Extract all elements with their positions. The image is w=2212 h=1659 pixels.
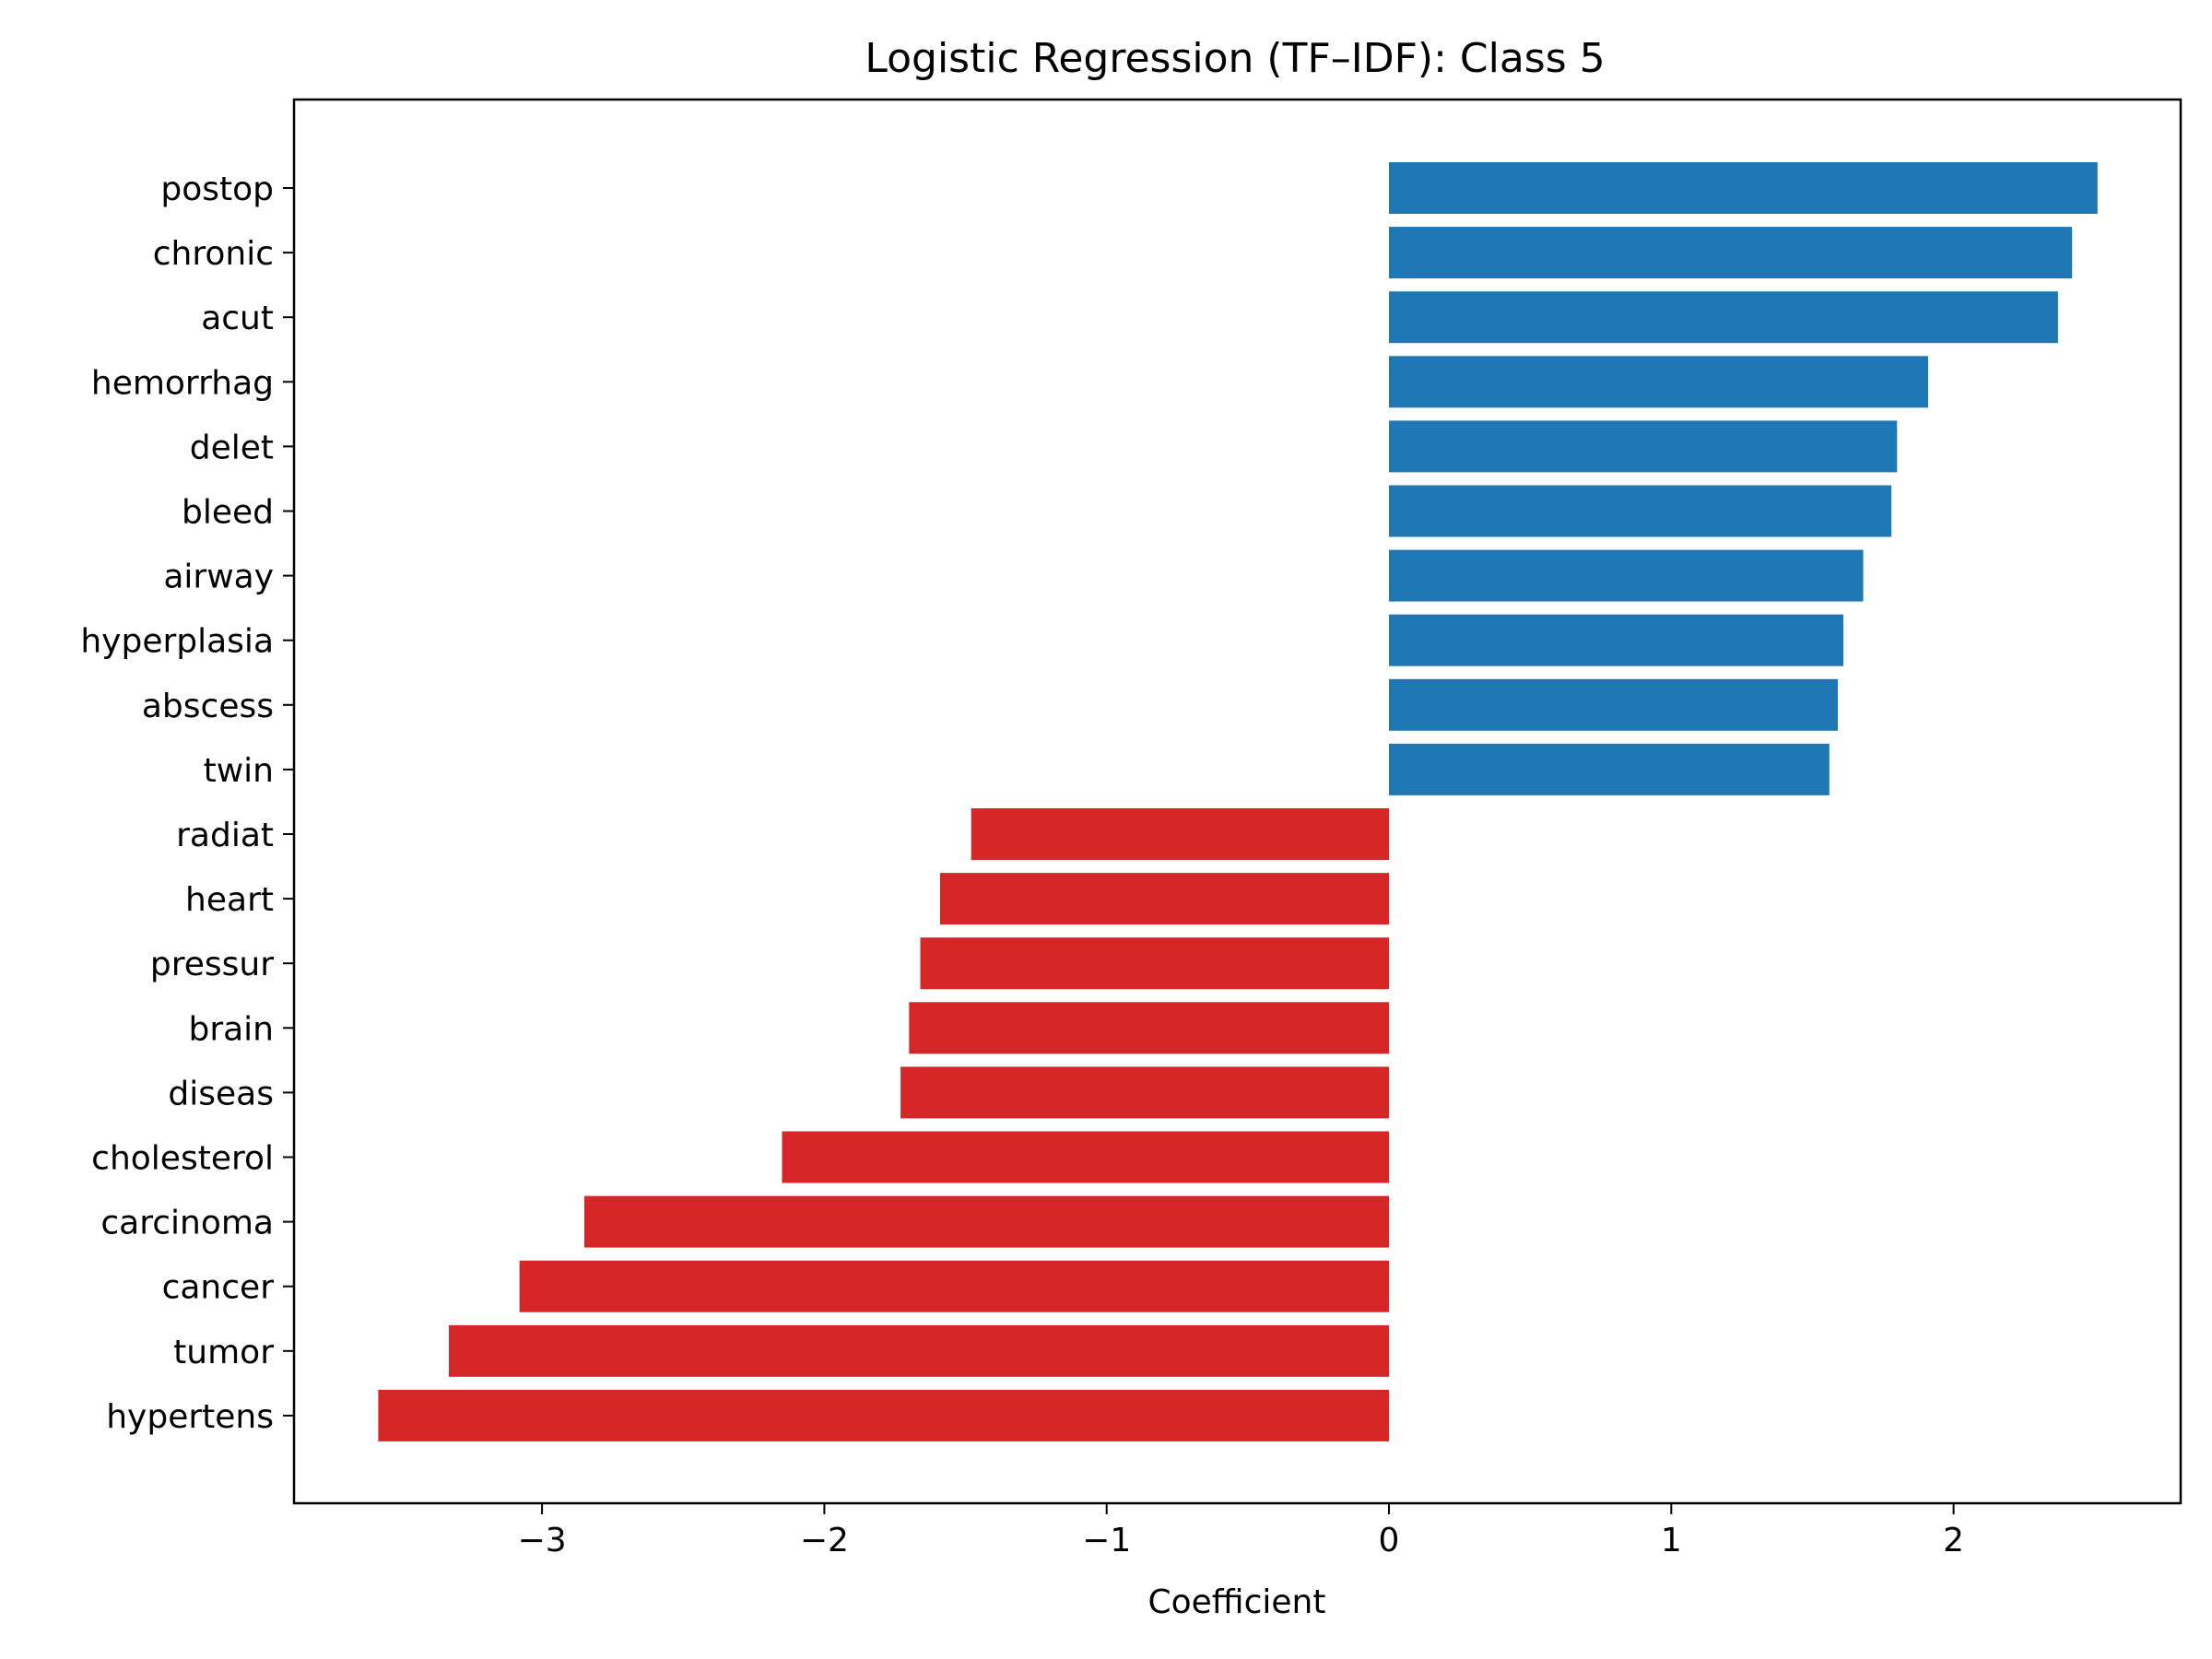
y-tick-label: radiat <box>176 817 274 854</box>
y-tick-label: cancer <box>162 1269 275 1307</box>
bar-postop <box>1389 162 2098 214</box>
x-tick-label: 2 <box>1943 1522 1964 1559</box>
y-tick-label: hemorrhag <box>91 364 274 402</box>
bar-delet <box>1389 420 1898 473</box>
y-tick-label: tumor <box>173 1334 274 1371</box>
y-tick-label: bleed <box>182 494 274 532</box>
y-tick-label: twin <box>204 752 274 790</box>
bar-airway <box>1389 549 1864 602</box>
x-tick-label: −3 <box>518 1522 567 1559</box>
x-axis-ticks: −3 −2 −1 0 1 2 <box>518 1503 1964 1559</box>
bar-hyperplasia <box>1389 614 1844 666</box>
bar-abscess <box>1389 678 1838 731</box>
bar-heart <box>940 873 1389 925</box>
y-tick-label: delet <box>190 429 274 466</box>
chart-title: Logistic Regression (TF–IDF): Class 5 <box>865 35 1605 82</box>
bar-twin <box>1389 743 1830 795</box>
y-tick-label: cholesterol <box>91 1140 274 1178</box>
bar-cancer <box>519 1260 1389 1312</box>
bar-radiat <box>971 808 1389 860</box>
bar-chronic <box>1389 227 2073 279</box>
bar-carcinoma <box>584 1195 1389 1248</box>
bar-diseas <box>900 1066 1389 1119</box>
bar-bleed <box>1389 485 1892 537</box>
y-tick-label: hyperplasia <box>80 623 274 661</box>
x-tick-label: −2 <box>800 1522 849 1559</box>
bar-acut <box>1389 291 2058 344</box>
x-tick-label: 0 <box>1379 1522 1400 1559</box>
plot-frame <box>292 98 2183 1505</box>
bar-hemorrhag <box>1389 356 1928 408</box>
x-tick-label: 1 <box>1661 1522 1682 1559</box>
y-tick-label: acut <box>201 300 274 337</box>
y-tick-label: diseas <box>168 1075 274 1112</box>
y-tick-label: hypertens <box>106 1398 274 1436</box>
y-tick-label: brain <box>188 1010 274 1048</box>
bar-cholesterol <box>782 1131 1389 1183</box>
x-axis-label: Coefficient <box>1148 1583 1326 1621</box>
y-tick-label: heart <box>185 881 274 919</box>
x-tick-label: −1 <box>1082 1522 1131 1559</box>
y-tick-label: abscess <box>142 688 274 725</box>
y-tick-label: carcinoma <box>100 1205 274 1242</box>
bar-pressur <box>920 937 1389 990</box>
y-tick-label: pressur <box>150 946 274 983</box>
y-tick-label: airway <box>163 559 274 596</box>
bars-group <box>378 162 2098 1441</box>
bar-brain <box>909 1002 1389 1054</box>
bar-tumor <box>449 1324 1389 1377</box>
bar-hypertens <box>378 1389 1389 1441</box>
y-tick-label: chronic <box>153 235 274 273</box>
y-tick-label: postop <box>160 171 274 208</box>
y-axis-ticks: postop chronic acut hemorrhag delet bleed airw… <box>80 171 294 1436</box>
